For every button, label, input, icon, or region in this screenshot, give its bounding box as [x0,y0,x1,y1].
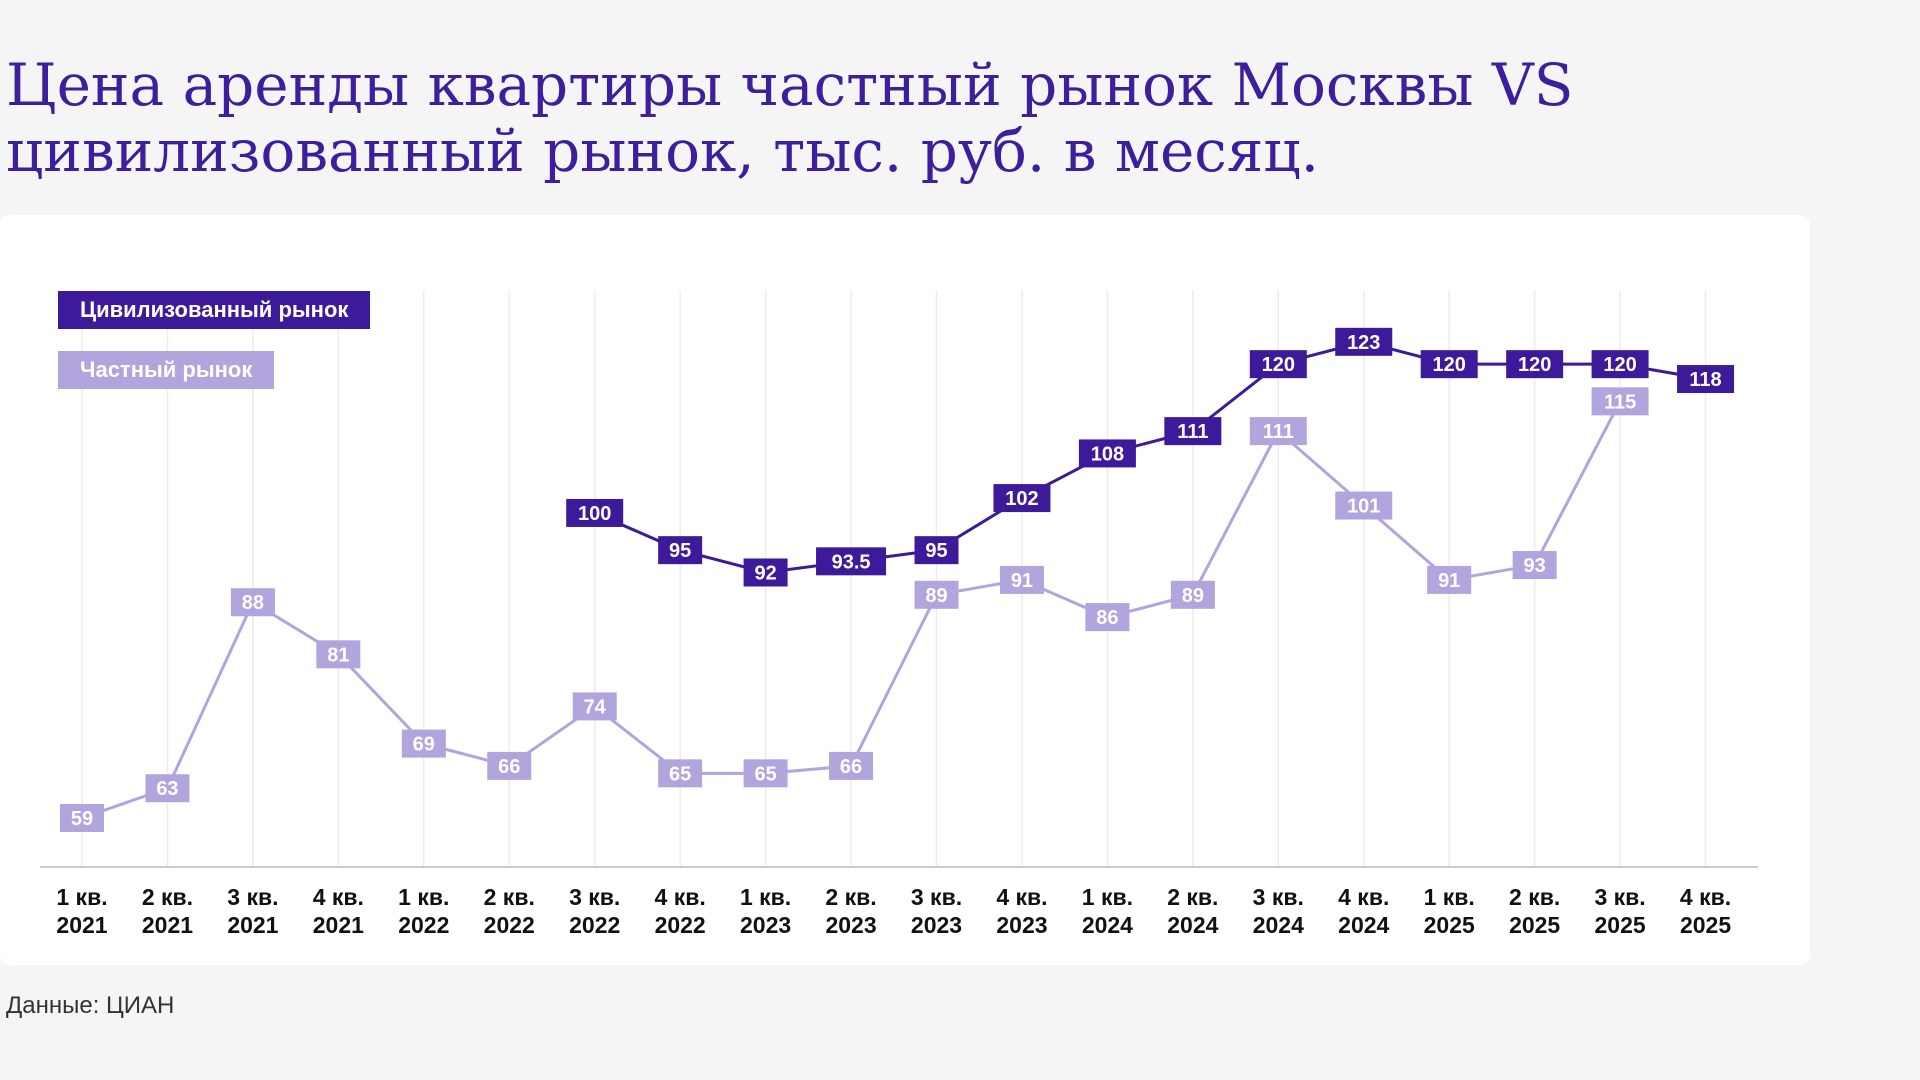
data-label-civilized: 93.5 [832,551,871,573]
x-tick-label: 1 кв. 2021 [56,884,107,938]
data-point-civilized [1420,350,1478,379]
data-point-private [829,751,874,780]
data-point-private [401,729,446,758]
data-label-civilized: 120 [1433,354,1466,376]
data-label-civilized: 95 [925,540,947,562]
data-point-civilized [914,536,959,565]
x-tick-label: 3 кв. 2023 [911,884,962,938]
data-point-private [1427,565,1472,594]
line-chart: 1 кв. 2021 2 кв. 2021 3 кв. 2021 4 кв. 2021 1 кв… [40,290,1758,938]
data-label-civilized: 92 [754,562,776,584]
x-tick-label: 3 кв. 2025 [1594,884,1645,938]
x-tick-label: 4 кв. 2021 [313,884,364,938]
data-point-private [230,588,275,617]
data-point-civilized [566,498,624,527]
data-label-private: 65 [754,763,776,785]
legend-private: Частный рынок [58,351,275,389]
data-label-civilized: 120 [1603,354,1636,376]
data-point-private [914,580,959,609]
x-tick-label: 4 кв. 2022 [655,884,706,938]
data-point-civilized [1249,350,1307,379]
data-point-civilized [1677,365,1735,394]
chart-card: 1 кв. 2021 2 кв. 2021 3 кв. 2021 4 кв. 2021 1 кв… [0,215,1810,965]
data-label-civilized: 123 [1347,332,1380,354]
data-label-private: 101 [1347,496,1380,518]
data-point-private [1249,417,1307,446]
x-tick-label: 4 кв. 2024 [1338,884,1389,938]
x-tick-label: 2 кв. 2024 [1167,884,1218,938]
data-point-civilized [658,536,703,565]
data-point-civilized [1078,439,1136,468]
data-point-civilized [743,558,788,587]
data-label-private: 69 [413,734,435,756]
data-label-private: 66 [498,756,520,778]
x-tick-label: 3 кв. 2022 [569,884,620,938]
data-point-private [487,751,532,780]
data-label-private: 91 [1438,570,1460,592]
x-tick-label: 1 кв. 2022 [398,884,449,938]
data-point-civilized [993,484,1051,513]
data-label-private: 81 [327,644,349,666]
data-label-civilized: 95 [669,540,691,562]
data-label-civilized: 108 [1091,443,1124,465]
data-point-private [1512,551,1557,580]
data-label-civilized: 118 [1689,369,1721,391]
data-label-private: 86 [1096,607,1118,629]
data-label-private: 115 [1604,391,1636,413]
data-point-private [1591,387,1649,416]
data-point-civilized [1506,350,1564,379]
data-point-private [658,759,703,788]
x-tick-label: 2 кв. 2025 [1509,884,1560,938]
x-tick-label: 3 кв. 2024 [1253,884,1304,938]
data-point-civilized [1591,350,1649,379]
x-tick-label: 2 кв. 2022 [484,884,535,938]
data-point-civilized [816,547,887,576]
data-label-civilized: 111 [1177,421,1208,443]
data-label-private: 59 [71,808,93,830]
data-label-private: 91 [1011,570,1033,592]
data-point-private [1335,491,1393,520]
data-point-private [743,759,788,788]
x-tick-label: 4 кв. 2025 [1680,884,1731,938]
x-tick-label: 1 кв. 2023 [740,884,791,938]
data-label-civilized: 120 [1518,354,1551,376]
data-label-civilized: 102 [1005,488,1038,510]
x-tick-label: 4 кв. 2023 [996,884,1047,938]
data-point-civilized [1335,327,1393,356]
data-label-private: 65 [669,763,691,785]
data-point-civilized [1164,417,1222,446]
data-label-private: 93 [1524,555,1546,577]
data-point-private [60,804,104,832]
data-label-private: 88 [242,592,264,614]
x-tick-label: 1 кв. 2025 [1424,884,1475,938]
data-label-private: 74 [584,696,607,718]
data-label-private: 89 [925,585,947,607]
x-tick-label: 3 кв. 2021 [227,884,278,938]
data-point-private [145,774,190,803]
data-label-private: 63 [156,778,178,800]
data-point-private [572,692,617,721]
source-note: Данные: ЦИАН [6,992,175,1019]
data-label-private: 66 [840,756,862,778]
data-label-civilized: 120 [1262,354,1295,376]
x-tick-label: 2 кв. 2021 [142,884,193,938]
data-point-private [999,565,1044,594]
data-point-private [1170,580,1215,609]
x-tick-label: 2 кв. 2023 [825,884,876,938]
data-label-private: 111 [1263,421,1294,443]
data-label-private: 89 [1182,585,1204,607]
legend-civilized: Цивилизованный рынок [58,291,371,329]
data-label-civilized: 100 [578,503,611,525]
chart-title: Цена аренды квартиры частный рынок Москв… [6,51,1574,185]
x-tick-label: 1 кв. 2024 [1082,884,1133,938]
data-point-private [1085,603,1130,632]
data-point-private [316,640,361,669]
